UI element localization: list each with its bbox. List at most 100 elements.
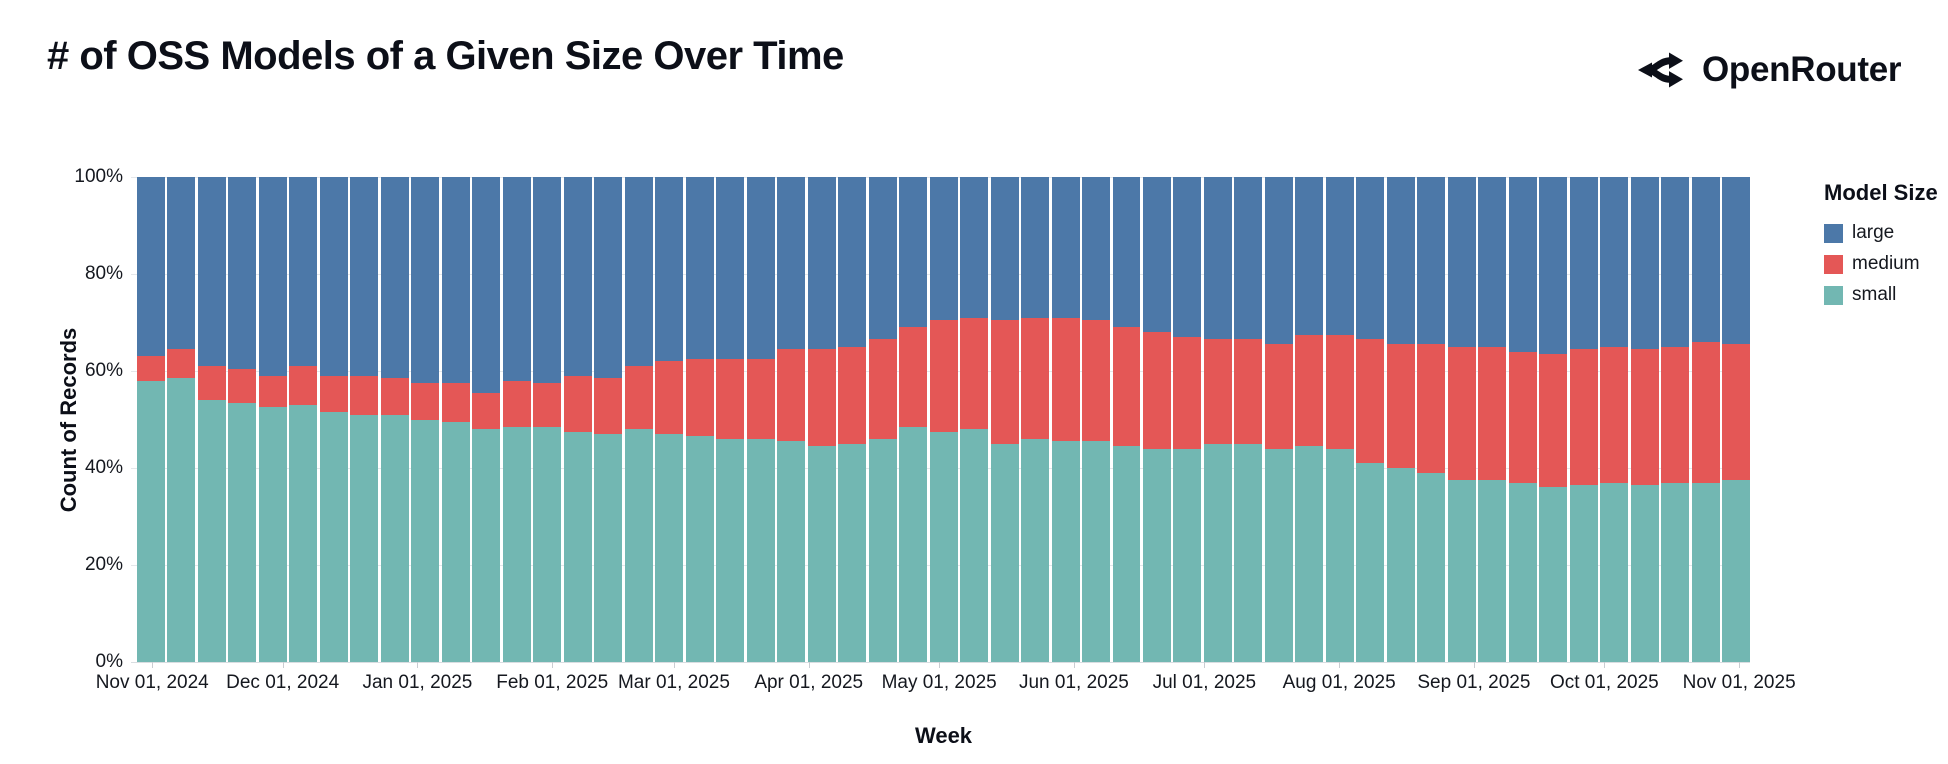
x-tick-mark	[1204, 662, 1206, 668]
bar-segment-large	[1417, 177, 1446, 345]
bar-segment-small	[137, 380, 165, 662]
bar-segment-large	[899, 177, 928, 328]
bar-segment-small	[1356, 463, 1385, 662]
x-tick-label: Nov 01, 2025	[1682, 672, 1796, 693]
bar-segment-small	[655, 434, 684, 662]
x-tick-label: Dec 01, 2024	[226, 672, 340, 693]
bar-segment-medium	[289, 366, 318, 405]
bar-segment-medium	[960, 317, 989, 430]
bar-segment-medium	[1051, 317, 1080, 442]
bar-segment-medium	[1234, 339, 1263, 444]
bar-segment-medium	[1417, 344, 1446, 473]
bar-segment-large	[1203, 177, 1232, 340]
bar-segment-small	[533, 426, 562, 662]
bar-segment-medium	[594, 378, 623, 435]
bar-week-2025-07-18	[1264, 177, 1293, 662]
bar-week-2025-01-31	[533, 177, 562, 662]
bar-segment-small	[807, 446, 836, 662]
bar-segment-medium	[624, 366, 653, 430]
bar-segment-small	[1325, 448, 1354, 662]
x-tick-mark	[152, 662, 154, 668]
bar-segment-small	[1051, 441, 1080, 662]
bar-week-2024-12-13	[319, 177, 348, 662]
bar-segment-medium	[1508, 351, 1537, 483]
bar-segment-medium	[1295, 334, 1324, 447]
bar-week-2025-02-21	[624, 177, 653, 662]
bar-segment-small	[197, 400, 226, 662]
bar-segment-large	[777, 177, 806, 350]
bar-week-2025-06-13	[1112, 177, 1141, 662]
bar-week-2025-02-07	[563, 177, 592, 662]
bar-segment-small	[777, 441, 806, 662]
bar-segment-small	[228, 402, 257, 662]
bar-segment-large	[624, 177, 653, 367]
bar-week-2025-02-14	[594, 177, 623, 662]
bar-segment-small	[1478, 480, 1507, 662]
bar-segment-large	[1630, 177, 1659, 350]
bar-segment-large	[1021, 177, 1050, 318]
x-tick-mark	[1473, 662, 1475, 668]
bar-week-2025-07-25	[1295, 177, 1324, 662]
bar-segment-large	[1112, 177, 1141, 328]
bar-segment-small	[1691, 482, 1720, 662]
x-tick-label: Apr 01, 2025	[754, 672, 864, 693]
x-axis-title: Week	[914, 723, 973, 748]
bar-segment-small	[1569, 484, 1598, 662]
bar-segment-large	[167, 177, 196, 350]
bar-segment-medium	[1539, 354, 1568, 488]
bar-segment-small	[1600, 482, 1629, 662]
bar-week-2024-11-01	[137, 177, 165, 662]
bar-segment-small	[350, 414, 379, 662]
bar-week-2025-09-05	[1478, 177, 1507, 662]
bar-segment-large	[1691, 177, 1720, 342]
bar-week-2025-04-11	[838, 177, 867, 662]
bar-segment-large	[441, 177, 470, 384]
bar-segment-small	[1021, 438, 1050, 662]
bar-segment-large	[1508, 177, 1537, 352]
bar-segment-large	[1173, 177, 1202, 338]
bar-week-2024-12-06	[289, 177, 318, 662]
bar-week-2024-12-20	[350, 177, 379, 662]
x-tick-mark	[808, 662, 810, 668]
y-tick-label: 0%	[95, 651, 123, 672]
bar-segment-large	[1661, 177, 1690, 347]
bar-segment-large	[1051, 177, 1080, 318]
legend-item-small: small	[1824, 284, 1938, 306]
bar-segment-small	[1630, 484, 1659, 662]
bar-segment-large	[929, 177, 958, 321]
bar-segment-medium	[1630, 349, 1659, 485]
bar-segment-large	[1722, 177, 1751, 345]
bar-segment-medium	[868, 339, 897, 439]
bar-segment-large	[1325, 177, 1354, 335]
bar-segment-small	[1508, 482, 1537, 662]
bar-segment-small	[1447, 480, 1476, 662]
openrouter-brand: OpenRouter	[1638, 48, 1902, 92]
x-tick-label: Jan 01, 2025	[362, 672, 473, 693]
bar-segment-large	[1082, 177, 1110, 321]
bar-segment-large	[838, 177, 867, 347]
bar-segment-small	[441, 421, 470, 662]
bar-week-2025-08-08	[1356, 177, 1385, 662]
bar-segment-large	[228, 177, 257, 369]
bar-segment-medium	[1112, 327, 1141, 447]
bar-week-2025-08-01	[1325, 177, 1354, 662]
bar-week-2025-03-28	[777, 177, 806, 662]
bar-segment-medium	[746, 358, 775, 439]
bar-segment-small	[411, 419, 440, 662]
bar-segment-medium	[502, 380, 531, 427]
bar-week-2025-03-07	[685, 177, 714, 662]
bar-segment-large	[716, 177, 745, 359]
bar-segment-small	[1417, 472, 1446, 662]
bar-segment-large	[197, 177, 226, 367]
bar-segment-large	[1447, 177, 1476, 347]
bar-segment-small	[472, 429, 501, 662]
bar-week-2025-10-17	[1661, 177, 1690, 662]
bar-week-2024-11-22	[228, 177, 257, 662]
bar-segment-large	[1478, 177, 1507, 347]
bar-segment-medium	[472, 392, 501, 430]
bar-week-2024-11-15	[197, 177, 226, 662]
bar-segment-large	[533, 177, 562, 384]
bar-segment-large	[1386, 177, 1415, 345]
bar-segment-medium	[807, 349, 836, 447]
bar-segment-small	[960, 429, 989, 662]
